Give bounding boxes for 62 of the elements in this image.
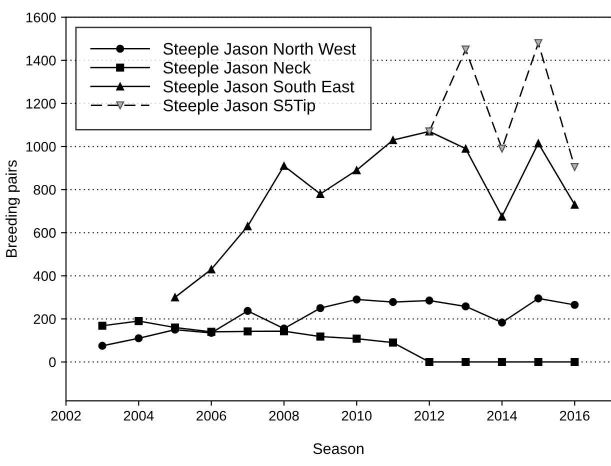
point bbox=[352, 334, 361, 343]
point bbox=[498, 358, 506, 366]
point bbox=[388, 136, 398, 144]
point bbox=[280, 162, 288, 170]
x-tick-label: 2010 bbox=[342, 410, 372, 421]
x-tick-label: 2016 bbox=[560, 410, 590, 421]
y-tick-label: 200 bbox=[34, 314, 56, 324]
point bbox=[316, 332, 324, 341]
point bbox=[134, 334, 143, 342]
y-tick-label: 1400 bbox=[26, 56, 56, 66]
point bbox=[570, 162, 579, 172]
legend-label: Steeple Jason South East bbox=[163, 80, 354, 96]
point bbox=[462, 144, 470, 153]
y-tick-label: 0 bbox=[49, 357, 56, 368]
point bbox=[534, 139, 542, 148]
point bbox=[498, 212, 506, 221]
point bbox=[388, 298, 398, 306]
point bbox=[570, 358, 579, 366]
point bbox=[98, 342, 106, 350]
point bbox=[134, 317, 143, 326]
point bbox=[425, 296, 434, 305]
point bbox=[244, 222, 252, 230]
x-tick-label: 2012 bbox=[414, 410, 444, 421]
legend-label: Steeple Jason S5Tip bbox=[163, 99, 316, 115]
point bbox=[244, 327, 252, 336]
point bbox=[498, 144, 506, 153]
legend-label: Steeple Jason North West bbox=[163, 42, 356, 58]
x-tick-label: 2002 bbox=[51, 410, 81, 421]
point bbox=[425, 358, 434, 366]
point bbox=[316, 190, 324, 198]
y-axis-title: Breeding pairs bbox=[6, 160, 20, 257]
legend-label: Steeple Jason Neck bbox=[163, 61, 311, 77]
point bbox=[534, 294, 542, 302]
point bbox=[570, 200, 579, 209]
point bbox=[170, 293, 180, 302]
y-tick-label: 800 bbox=[34, 184, 56, 195]
y-tick-label: 1000 bbox=[26, 142, 56, 152]
point bbox=[498, 318, 506, 327]
x-axis-title: Season bbox=[313, 443, 364, 454]
point bbox=[388, 338, 398, 347]
y-tick-label: 1600 bbox=[26, 12, 56, 22]
point bbox=[462, 46, 470, 54]
point bbox=[170, 323, 180, 332]
y-tick-label: 1200 bbox=[26, 98, 56, 109]
y-tick-label: 400 bbox=[33, 271, 56, 281]
x-tick-label: 2004 bbox=[124, 410, 154, 421]
point bbox=[570, 300, 579, 309]
x-tick-label: 2008 bbox=[269, 410, 299, 421]
point bbox=[352, 166, 361, 174]
point bbox=[207, 265, 216, 274]
point bbox=[462, 358, 470, 366]
point bbox=[98, 322, 106, 330]
point bbox=[280, 327, 288, 336]
y-tick-label: 600 bbox=[34, 228, 56, 238]
x-tick-label: 2006 bbox=[196, 410, 226, 421]
point bbox=[244, 306, 252, 315]
point bbox=[316, 304, 324, 312]
point bbox=[352, 295, 361, 304]
point bbox=[534, 358, 542, 366]
x-tick-label: 2014 bbox=[487, 410, 518, 421]
point bbox=[462, 302, 470, 310]
point bbox=[534, 39, 542, 48]
